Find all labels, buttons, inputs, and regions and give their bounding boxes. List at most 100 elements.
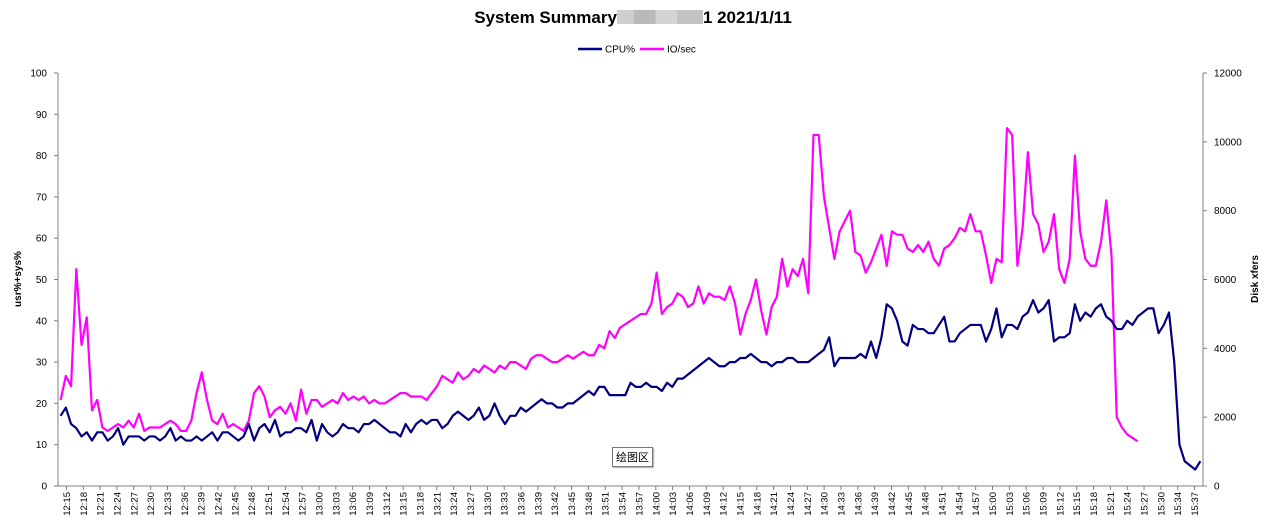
x-tick-label: 13:36 — [517, 492, 528, 516]
right-tick-label: 6000 — [1214, 275, 1237, 286]
x-tick-label: 15:06 — [1022, 492, 1033, 516]
x-tick-label: 12:45 — [230, 492, 241, 516]
left-tick-label: 60 — [36, 234, 48, 245]
right-tick-label: 2000 — [1214, 413, 1237, 424]
left-tick-label: 70 — [36, 192, 48, 203]
x-tick-label: 14:00 — [651, 492, 662, 516]
x-tick-label: 14:06 — [685, 492, 696, 516]
x-tick-label: 14:12 — [719, 492, 730, 516]
left-tick-label: 100 — [30, 69, 47, 80]
x-tick-label: 12:33 — [163, 492, 174, 516]
x-tick-label: 13:03 — [331, 492, 342, 516]
x-tick-label: 13:21 — [432, 492, 443, 516]
right-axis-ticks: 0 2000 4000 6000 8000 10000 12000 — [1203, 69, 1242, 493]
axes — [57, 73, 1204, 487]
left-tick-label: 50 — [36, 275, 48, 286]
x-tick-label: 12:21 — [96, 492, 107, 516]
x-tick-label: 12:30 — [146, 492, 157, 516]
x-tick-label: 13:15 — [399, 492, 410, 516]
left-tick-label: 90 — [36, 110, 48, 121]
x-tick-label: 13:30 — [483, 492, 494, 516]
x-tick-label: 12:18 — [79, 492, 90, 516]
y-axis-label: usr%+sys% — [13, 251, 24, 307]
x-tick-label: 12:15 — [62, 492, 73, 516]
left-axis-ticks: 0 10 20 30 40 50 60 70 80 90 100 — [30, 69, 58, 493]
series-lines — [59, 126, 1202, 471]
x-tick-label: 12:57 — [298, 492, 309, 516]
legend: CPU% IO/sec — [578, 45, 696, 56]
x-tick-label: 14:36 — [853, 492, 864, 516]
x-tick-label: 12:24 — [112, 492, 123, 516]
x-tick-label: 14:48 — [921, 492, 932, 516]
x-tick-label: 14:33 — [836, 492, 847, 516]
left-tick-label: 40 — [36, 316, 48, 327]
y2-axis-label: Disk xfers — [1250, 255, 1261, 303]
series-line-io — [59, 126, 1139, 443]
x-tick-label: 13:39 — [533, 492, 544, 516]
x-tick-label: 15:27 — [1140, 492, 1151, 516]
x-tick-label: 14:30 — [820, 492, 831, 516]
x-tick-label: 12:48 — [247, 492, 258, 516]
x-tick-label: 14:09 — [702, 492, 713, 516]
x-tick-label: 12:54 — [281, 492, 292, 516]
legend-label-cpu: CPU% — [605, 45, 635, 56]
x-tick-label: 15:03 — [1005, 492, 1016, 516]
left-tick-label: 0 — [41, 482, 47, 493]
x-tick-label: 14:42 — [887, 492, 898, 516]
plot-area-tooltip: 绘图区 — [612, 447, 653, 467]
x-tick-label: 15:00 — [988, 492, 999, 516]
x-tick-label: 13:51 — [601, 492, 612, 516]
legend-label-io: IO/sec — [667, 45, 696, 56]
x-tick-label: 12:39 — [197, 492, 208, 516]
x-tick-label: 14:45 — [904, 492, 915, 516]
right-tick-label: 8000 — [1214, 206, 1237, 217]
x-tick-label: 15:24 — [1123, 492, 1134, 516]
x-tick-label: 13:42 — [550, 492, 561, 516]
right-tick-label: 12000 — [1214, 69, 1242, 80]
x-tick-label: 15:30 — [1156, 492, 1167, 516]
x-tick-label: 13:09 — [365, 492, 376, 516]
x-tick-label: 13:00 — [314, 492, 325, 516]
x-tick-label: 12:51 — [264, 492, 275, 516]
right-tick-label: 10000 — [1214, 137, 1242, 148]
x-tick-label: 13:27 — [466, 492, 477, 516]
x-tick-label: 15:12 — [1055, 492, 1066, 516]
x-tick-label: 13:06 — [348, 492, 359, 516]
x-axis-ticks: 12:15 12:18 12:21 12:24 12:27 12:30 12:33 12:36… — [62, 486, 1201, 516]
x-tick-label: 15:09 — [1039, 492, 1050, 516]
x-tick-label: 13:48 — [584, 492, 595, 516]
right-tick-label: 4000 — [1214, 344, 1237, 355]
x-tick-label: 15:37 — [1190, 492, 1201, 516]
x-tick-label: 14:57 — [971, 492, 982, 516]
x-tick-label: 15:18 — [1089, 492, 1100, 516]
x-tick-label: 14:39 — [870, 492, 881, 516]
x-tick-label: 15:34 — [1173, 492, 1184, 516]
x-tick-label: 15:21 — [1106, 492, 1117, 516]
chart-title-suffix: 1 2021/1/11 — [702, 8, 792, 27]
redacted-host-block — [616, 10, 703, 24]
x-tick-label: 13:57 — [634, 492, 645, 516]
x-tick-label: 14:54 — [954, 492, 965, 516]
x-tick-label: 13:18 — [416, 492, 427, 516]
left-tick-label: 80 — [36, 151, 48, 162]
x-tick-label: 14:15 — [735, 492, 746, 516]
chart-title-prefix: System Summary — [474, 8, 617, 27]
x-tick-label: 15:15 — [1072, 492, 1083, 516]
x-tick-label: 14:21 — [769, 492, 780, 516]
x-tick-label: 12:42 — [213, 492, 224, 516]
x-tick-label: 14:03 — [668, 492, 679, 516]
x-tick-label: 14:24 — [786, 492, 797, 516]
chart-title: System Summary 1 2021/1/11 — [0, 8, 1266, 28]
left-tick-label: 10 — [36, 440, 48, 451]
x-tick-label: 13:54 — [618, 492, 629, 516]
x-tick-label: 13:12 — [382, 492, 393, 516]
x-tick-label: 14:18 — [752, 492, 763, 516]
x-tick-label: 14:27 — [803, 492, 814, 516]
series-line-cpu — [59, 299, 1202, 471]
x-tick-label: 13:33 — [500, 492, 511, 516]
left-tick-label: 20 — [36, 399, 48, 410]
x-tick-label: 13:24 — [449, 492, 460, 516]
right-tick-label: 0 — [1214, 482, 1220, 493]
left-tick-label: 30 — [36, 358, 48, 369]
